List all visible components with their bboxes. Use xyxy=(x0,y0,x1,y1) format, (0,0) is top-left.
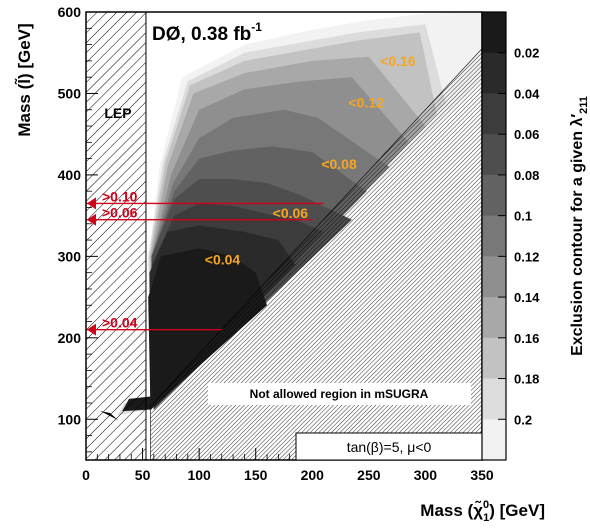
limit-label: >0.06 xyxy=(102,205,138,221)
x-tick-label: 100 xyxy=(187,467,211,483)
colorbar-segment xyxy=(482,174,506,217)
x-axis-title: Mass (χ̃0 1) [GeV] xyxy=(420,499,545,524)
y-tick-label: 100 xyxy=(58,411,82,427)
limit-arrow xyxy=(87,197,96,210)
limit-lines: >0.10>0.06 >0.04 xyxy=(86,188,324,336)
y-tick-label: 300 xyxy=(58,248,82,264)
colorbar-tick-label: 0.08 xyxy=(514,168,539,183)
colorbar-tick-label: 0.18 xyxy=(514,372,539,387)
colorbar-segment xyxy=(482,378,506,420)
colorbar-segment xyxy=(482,419,506,461)
colorbar-segment xyxy=(482,134,506,176)
contour-label: <0.12 xyxy=(348,94,384,110)
y-axis-title: Mass (l̃) [GeV] xyxy=(14,23,34,136)
colorbar-frame xyxy=(481,11,507,461)
contour-label: <0.16 xyxy=(380,53,416,69)
forbidden-label-box xyxy=(208,383,471,405)
y-tick-label: 400 xyxy=(58,167,82,183)
limit-label: >0.04 xyxy=(102,315,138,331)
colorbar-ticks: 0.02 0.04 0.06 0.08 0.1 0.12 0.14 0.16 0.18 0.2 xyxy=(498,46,540,427)
contour-label: <0.06 xyxy=(273,205,309,221)
lep-label: LEP xyxy=(104,105,131,121)
colorbar-tick-label: 0.16 xyxy=(514,331,539,346)
x-tick-label: 300 xyxy=(414,467,438,483)
y-tick-label: 500 xyxy=(58,85,82,101)
params-label: tan(β)=5, μ<0 xyxy=(347,439,432,455)
limit-label: >0.10 xyxy=(102,188,138,204)
limit-arrow xyxy=(87,213,96,226)
x-tick-label: 250 xyxy=(357,467,381,483)
contour-labels: <0.04 <0.06 <0.08 <0.12 <0.16 xyxy=(205,53,416,268)
colorbar-tick-label: 0.06 xyxy=(514,127,539,142)
colorbar-tick-label: 0.04 xyxy=(514,86,540,101)
x-tick-label: 200 xyxy=(301,467,325,483)
forbidden-label: Not allowed region in mSUGRA xyxy=(250,387,429,401)
y-axis-ticks: 100 200 300 400 500 600 xyxy=(58,4,98,453)
y-tick-label: 600 xyxy=(58,4,82,20)
colorbar-segment xyxy=(482,256,506,298)
limit-arrow xyxy=(87,323,96,336)
colorbar-title: Exclusion contour for a given λ′211 xyxy=(569,96,590,356)
params-box xyxy=(295,432,483,461)
colorbar-segment xyxy=(482,12,506,54)
boundary-marker xyxy=(100,411,118,420)
colorbar-tick-label: 0.1 xyxy=(514,209,532,224)
x-tick-label: 350 xyxy=(470,467,494,483)
contour-label: <0.08 xyxy=(321,156,357,172)
colorbar-tick-label: 0.2 xyxy=(514,412,532,427)
contour-label: <0.04 xyxy=(205,252,241,268)
colorbar-segment xyxy=(482,215,506,257)
y-tick-label: 200 xyxy=(58,330,82,346)
colorbar-segment xyxy=(482,337,506,380)
lep-excluded-region xyxy=(85,11,147,461)
colorbar xyxy=(482,12,506,461)
colorbar-segment xyxy=(482,52,506,94)
chart-title: DØ, 0.38 fb-1 xyxy=(152,20,262,45)
colorbar-segment xyxy=(482,93,506,135)
x-tick-label: 150 xyxy=(244,467,268,483)
colorbar-tick-label: 0.14 xyxy=(514,290,540,305)
colorbar-segment xyxy=(482,297,506,339)
x-tick-label: 0 xyxy=(82,467,90,483)
contour-band xyxy=(148,248,267,410)
colorbar-tick-label: 0.02 xyxy=(514,46,539,61)
colorbar-tick-label: 0.12 xyxy=(514,249,539,264)
x-tick-label: 50 xyxy=(135,467,151,483)
